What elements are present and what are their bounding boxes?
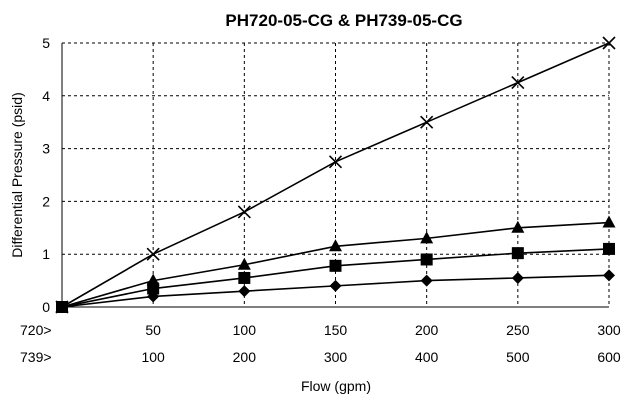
data-point-triangle — [511, 220, 525, 233]
data-point-x — [511, 76, 525, 90]
x-axis-label: Flow (gpm) — [301, 378, 371, 394]
y-tick-label: 3 — [42, 141, 50, 157]
x-tick-label-720: 200 — [415, 322, 439, 338]
x-tick-label-739: 200 — [233, 349, 257, 365]
x-tick-labels: 720> 739> 50 100 150 200 250 300 100 200 300 400 5… — [20, 322, 621, 365]
data-point-square — [238, 271, 251, 284]
data-point-triangle — [602, 215, 616, 228]
axes — [61, 43, 609, 308]
data-point-triangle — [237, 257, 251, 270]
data-point-x — [328, 155, 343, 169]
data-point-x — [55, 300, 69, 314]
x-marker-stroke — [237, 205, 251, 219]
x-marker-stroke — [420, 115, 434, 129]
series-group — [55, 36, 616, 314]
x-marker-stroke — [602, 36, 616, 50]
y-tick-label: 2 — [42, 193, 50, 209]
x-tick-label-739: 300 — [324, 349, 348, 365]
x-tick-label-739: 400 — [415, 349, 439, 365]
y-tick-label: 0 — [42, 299, 50, 315]
data-point-square — [603, 242, 615, 255]
x-tick-label-720: 150 — [324, 322, 348, 338]
x-tick-label-720: 300 — [597, 322, 621, 338]
x-marker-stroke — [55, 300, 69, 314]
y-tick-label: 1 — [42, 246, 50, 262]
y-axis-label: Differential Pressure (psid) — [9, 92, 25, 257]
data-point-triangle — [420, 231, 434, 244]
data-point-x — [237, 205, 251, 219]
data-point-square — [329, 259, 342, 272]
data-point-square — [511, 247, 524, 260]
data-point-x — [420, 115, 434, 129]
y-tick-label: 5 — [42, 35, 50, 51]
data-point-diamond — [329, 279, 342, 292]
data-point-square — [420, 253, 433, 266]
x-marker-stroke — [146, 247, 160, 261]
x-tick-label-720: 50 — [145, 322, 161, 338]
data-point-diamond — [420, 274, 433, 287]
data-point-diamond — [511, 271, 524, 284]
x-tick-label-739: 100 — [141, 349, 165, 365]
data-point-triangle — [329, 239, 342, 252]
y-tick-labels: 0 1 2 3 4 5 — [42, 35, 50, 315]
data-point-x — [602, 36, 616, 50]
x-tick-label-720: 250 — [506, 322, 530, 338]
x-marker-stroke — [328, 155, 343, 169]
x-row-label-739: 739> — [20, 349, 52, 365]
x-tick-label-739: 500 — [506, 349, 530, 365]
data-point-diamond — [238, 285, 251, 298]
chart-title: PH720-05-CG & PH739-05-CG — [225, 11, 462, 30]
x-tick-label-739: 600 — [597, 349, 621, 365]
data-point-x — [146, 247, 160, 261]
y-tick-label: 4 — [42, 88, 50, 104]
data-point-triangle — [146, 273, 160, 286]
x-marker-stroke — [511, 76, 525, 90]
x-tick-label-720: 100 — [233, 322, 257, 338]
data-point-diamond — [603, 269, 615, 282]
x-row-label-720: 720> — [20, 322, 52, 338]
